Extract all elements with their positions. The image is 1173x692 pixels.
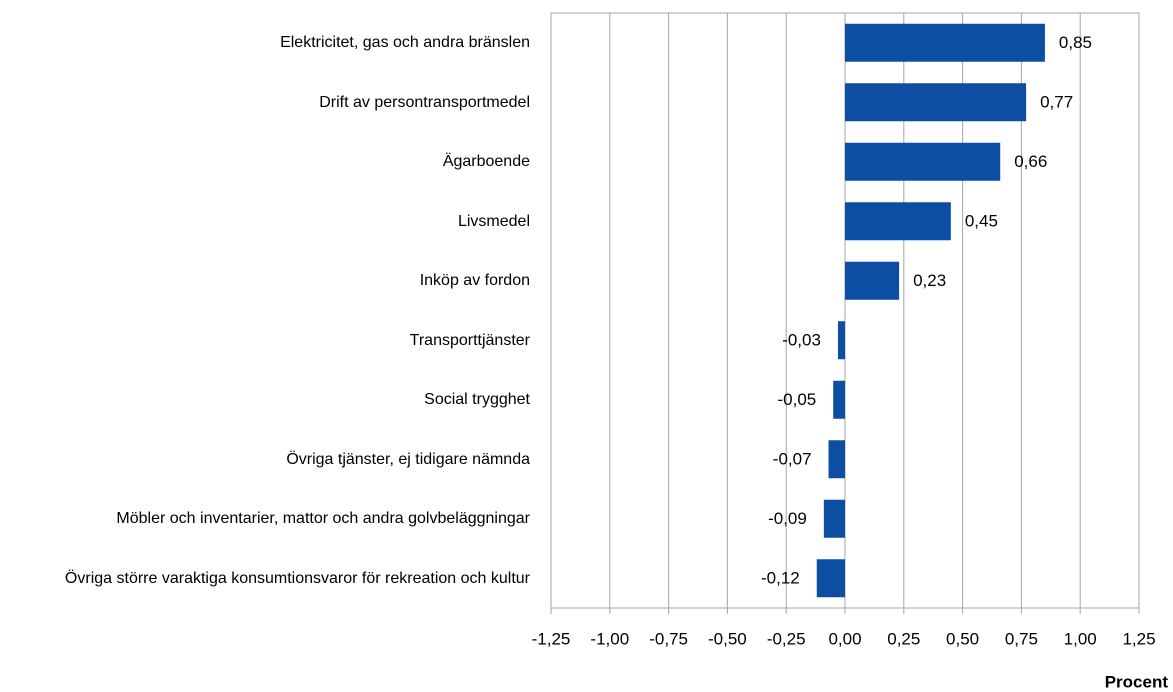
value-label: 0,45 xyxy=(965,212,998,231)
value-label: 0,23 xyxy=(913,271,946,290)
value-label: -0,12 xyxy=(761,569,800,588)
bar xyxy=(845,142,1001,181)
value-label: 0,85 xyxy=(1059,33,1092,52)
x-tick-label: -1,00 xyxy=(590,629,629,648)
value-label: -0,07 xyxy=(773,450,812,469)
y-tick-label: Elektricitet, gas och andra bränslen xyxy=(280,34,530,52)
x-tick-label: -0,50 xyxy=(708,629,747,648)
bar xyxy=(816,559,845,598)
x-tick-label: 0,00 xyxy=(828,629,861,648)
bar xyxy=(828,440,845,479)
y-tick-label: Transporttjänster xyxy=(409,331,530,349)
plot-border xyxy=(550,12,1140,609)
x-tick-label: 0,75 xyxy=(1005,629,1038,648)
value-label: 0,77 xyxy=(1040,93,1073,112)
bar xyxy=(845,202,951,241)
x-tick-label: -1,25 xyxy=(532,629,571,648)
x-tick-label: 0,50 xyxy=(946,629,979,648)
y-tick-label: Inköp av fordon xyxy=(419,272,530,290)
y-tick-label: Social trygghet xyxy=(424,391,530,409)
y-tick-label: Livsmedel xyxy=(457,212,530,230)
bar xyxy=(833,380,845,419)
bar xyxy=(845,23,1045,62)
x-tick-label: -0,25 xyxy=(767,629,806,648)
value-label: 0,66 xyxy=(1014,152,1047,171)
y-tick-label: Ägarboende xyxy=(442,153,530,171)
x-tick-label: 1,00 xyxy=(1064,629,1097,648)
bar xyxy=(823,499,845,538)
bar xyxy=(845,83,1027,122)
x-tick-label: 1,25 xyxy=(1122,629,1155,648)
x-tick-label: -0,75 xyxy=(649,629,688,648)
value-label: -0,03 xyxy=(782,331,821,350)
x-tick-label: 0,25 xyxy=(887,629,920,648)
y-tick-label: Övriga större varaktiga konsumtionsvaror… xyxy=(64,569,530,587)
y-tick-label: Drift av persontransportmedel xyxy=(319,93,530,111)
value-label: -0,09 xyxy=(768,509,807,528)
bar xyxy=(845,261,900,300)
y-tick-label: Övriga tjänster, ej tidigare nämnda xyxy=(286,450,530,468)
x-axis-label: Procent xyxy=(1105,672,1169,691)
value-label: -0,05 xyxy=(777,390,816,409)
y-tick-label: Möbler och inventarier, mattor och andra… xyxy=(116,510,530,528)
bar xyxy=(837,321,845,360)
